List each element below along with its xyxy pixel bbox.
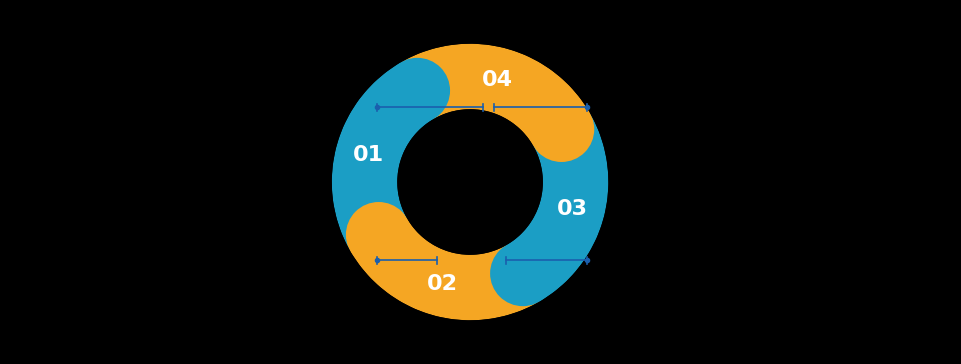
Text: 02: 02 bbox=[427, 274, 457, 294]
Wedge shape bbox=[401, 44, 589, 146]
Text: 03: 03 bbox=[556, 199, 587, 219]
Wedge shape bbox=[197, 0, 742, 364]
Circle shape bbox=[346, 202, 411, 268]
Wedge shape bbox=[332, 62, 433, 251]
Text: 04: 04 bbox=[481, 70, 512, 90]
Circle shape bbox=[384, 58, 450, 123]
Text: 01: 01 bbox=[352, 145, 383, 165]
Circle shape bbox=[397, 109, 542, 255]
Wedge shape bbox=[505, 113, 607, 302]
Circle shape bbox=[529, 96, 594, 162]
Circle shape bbox=[489, 241, 555, 306]
Wedge shape bbox=[350, 218, 539, 320]
